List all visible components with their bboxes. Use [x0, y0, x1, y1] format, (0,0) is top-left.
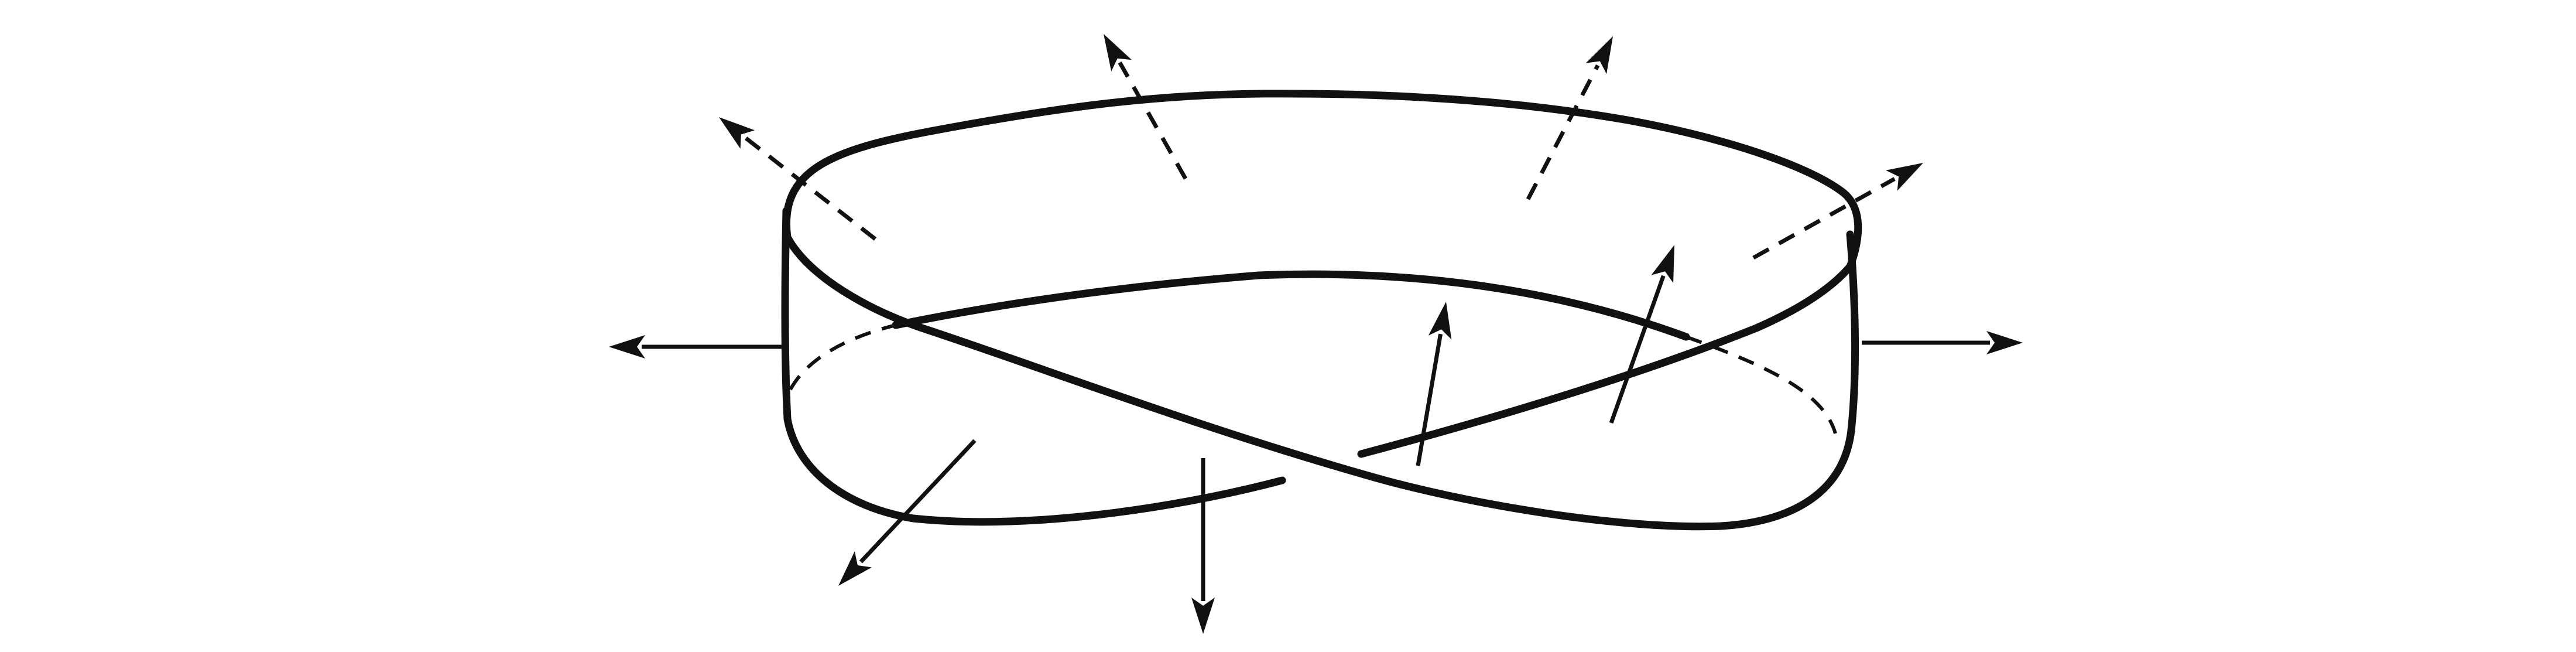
arrowhead-icon [1428, 302, 1452, 340]
normal-arrow-bottom [1191, 458, 1215, 634]
normal-arrow-top-right [1526, 36, 1613, 200]
hidden-edge-left [789, 323, 896, 391]
arrowhead-icon [1651, 245, 1674, 284]
strip-right-edge [1846, 230, 1859, 435]
arrow-shaft [1416, 333, 1443, 466]
strip-hidden-edges [789, 323, 1837, 434]
arrowhead-icon [1986, 331, 2023, 354]
arrowhead-icon [719, 117, 755, 149]
arrowhead-icon [1191, 598, 1215, 634]
normal-arrow-left [609, 335, 782, 359]
arrow-shaft [1609, 275, 1666, 424]
strip-inner-upper-edge [892, 270, 1690, 341]
hidden-edge-right [1685, 335, 1837, 434]
arrowhead-icon [609, 335, 645, 359]
strip-bottom-right-edge [1360, 426, 1855, 531]
strip-top-rim [783, 90, 1862, 271]
arrow-shaft [1118, 61, 1188, 180]
arrowhead-icon [1104, 34, 1132, 71]
arrow-shaft [1526, 64, 1600, 200]
arrowhead-icon [838, 551, 872, 586]
normal-arrow-center-right [1609, 245, 1674, 424]
normal-arrow-center [1416, 302, 1452, 466]
arrowhead-icon [1886, 163, 1923, 191]
normal-arrow-upper-right [1752, 163, 1923, 260]
strip-bottom-left-edge [783, 415, 1286, 526]
normal-arrow-top-left [1104, 34, 1188, 180]
normal-arrow-right [1862, 331, 2023, 354]
strip-twist-edge-a [783, 233, 1368, 479]
arrow-shaft [859, 439, 977, 564]
arrow-shaft [1752, 177, 1896, 260]
strip-left-edge [781, 207, 792, 423]
strip-twist-edge-b [1357, 262, 1854, 458]
normal-arrow-bottom-left [838, 439, 977, 586]
normal-vector-arrows [609, 34, 2023, 634]
normal-arrow-upper-left [719, 117, 877, 241]
arrowhead-icon [1585, 36, 1613, 74]
mobius-strip-icon [781, 90, 1862, 531]
